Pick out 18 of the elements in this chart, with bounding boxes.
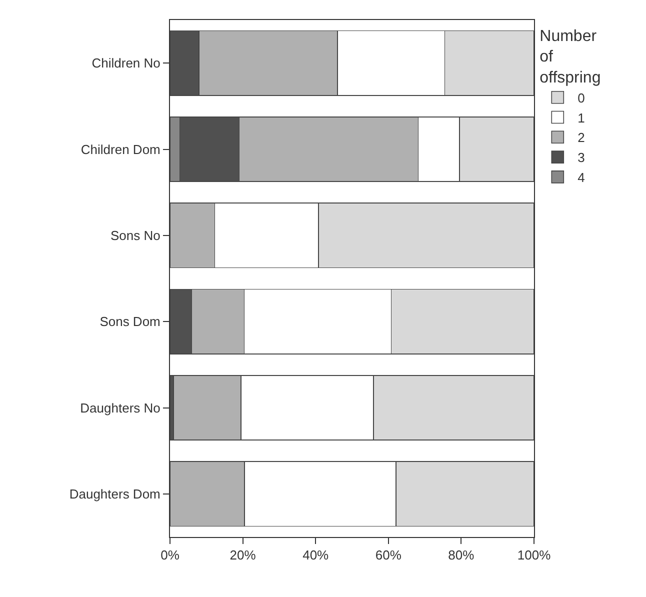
legend-label: 0 [578,90,585,106]
x-tick-label: 100% [517,548,552,563]
legend-label: 3 [578,150,585,166]
x-tick-label: 60% [375,548,402,563]
y-tick-label: Daughters Dom [69,486,160,502]
legend-label: 4 [578,170,585,186]
legend-label: 2 [578,130,585,146]
y-tick-label: Sons Dom [100,314,160,330]
legend-title: Number of offspring [540,28,601,86]
y-tick-label: Children No [92,56,160,71]
y-tick-label: Daughters No [80,400,160,416]
x-tick-label: 20% [230,548,256,563]
x-tick-label: 80% [448,548,475,563]
y-tick-label: Children Dom [80,142,160,157]
y-tick-label: Sons No [110,228,160,243]
legend-label: 1 [578,110,585,126]
x-tick-label: 0% [160,548,180,563]
x-tick-label: 40% [302,548,330,563]
